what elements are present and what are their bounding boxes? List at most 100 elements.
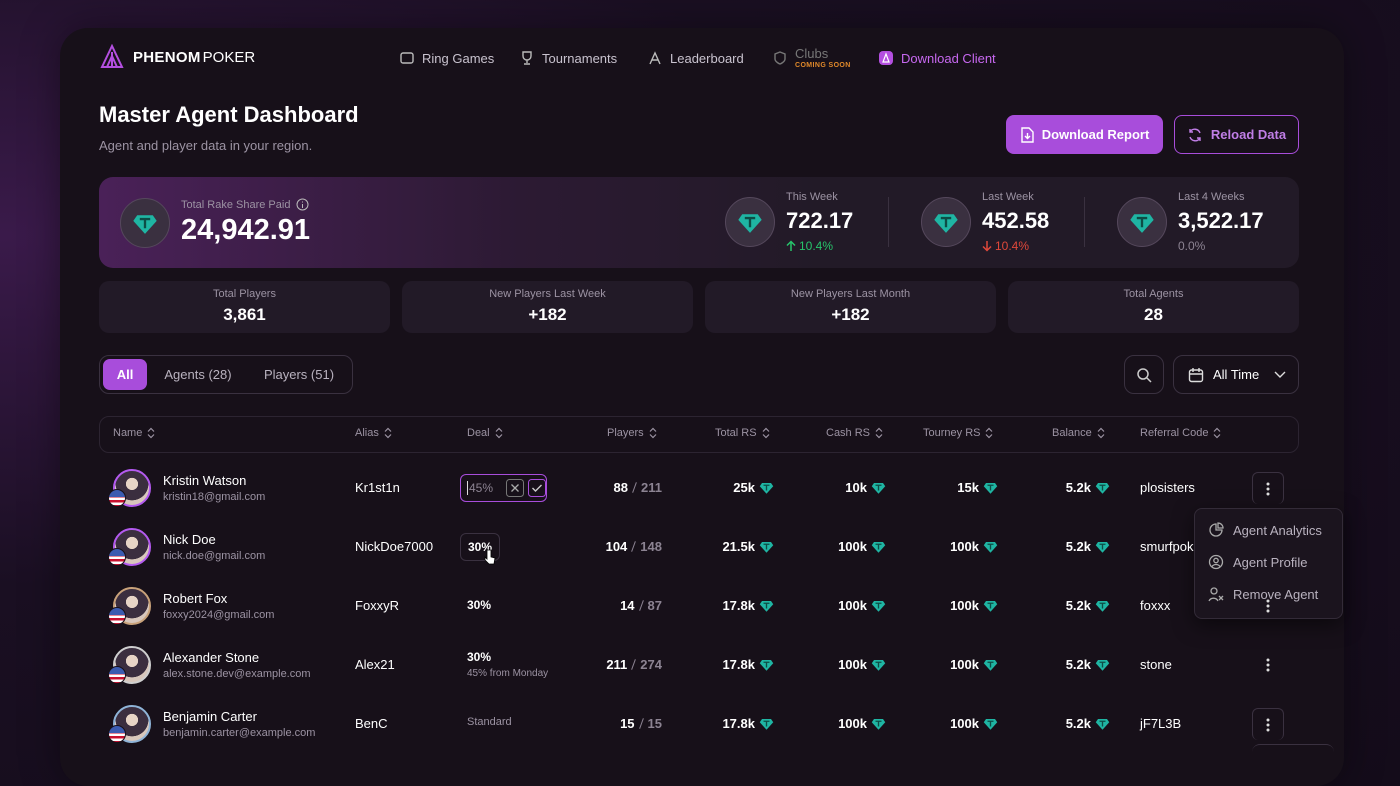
amount: 100k [838, 598, 867, 613]
agent-name: Alexander Stone [163, 650, 260, 665]
row-actions[interactable] [1252, 590, 1284, 622]
player-count: 211 [606, 657, 628, 672]
coin-icon [983, 719, 998, 730]
coin-icon [1095, 601, 1110, 612]
coin-icon [1095, 660, 1110, 671]
period-value: 722.17 [786, 208, 854, 233]
agent-email: benjamin.carter@example.com [163, 727, 316, 739]
rake-card [99, 177, 1299, 268]
deal[interactable]: 30% [460, 533, 501, 561]
row-actions[interactable] [1252, 708, 1284, 740]
flag [108, 548, 126, 566]
row-actions[interactable] [1252, 472, 1284, 504]
player-count: 14 [620, 598, 635, 613]
coin-icon [871, 660, 886, 671]
deal-note: 45% from Monday [467, 668, 549, 679]
menu-item[interactable]: Remove Agent [1208, 586, 1318, 602]
tab[interactable]: All [103, 359, 147, 390]
nav-icon [649, 51, 661, 65]
agent-name: Kristin Watson [163, 473, 247, 488]
players: 15 15 [560, 716, 662, 731]
tab[interactable]: Agents (28) [164, 367, 232, 382]
nav-item[interactable]: Leaderboard [647, 48, 744, 68]
column-header[interactable]: Name [113, 427, 155, 439]
brand-logo [100, 44, 124, 68]
column-header[interactable]: Deal [467, 427, 503, 439]
column-header[interactable]: Balance [1052, 427, 1105, 439]
coin-badge [120, 198, 170, 248]
column-header[interactable]: Referral Code [1140, 427, 1221, 439]
row-actions[interactable] [1252, 649, 1284, 681]
column-header[interactable]: Total RS [715, 427, 770, 439]
column-header[interactable]: Cash RS [826, 427, 883, 439]
info-icon[interactable] [296, 198, 309, 211]
rs-tourney-rs: 100k [888, 539, 998, 554]
deal-input[interactable]: 45% [467, 481, 502, 495]
amount: 5.2k [1065, 716, 1091, 731]
period-change-value: 10.4% [995, 239, 1030, 253]
player-count: 104 [605, 539, 628, 554]
reload-data-button[interactable]: Reload Data [1174, 115, 1299, 154]
column-label: Referral Code [1140, 427, 1209, 439]
column-label: Players [607, 427, 644, 439]
period-change: 10.4% [786, 239, 833, 253]
rs-cash-rs: 100k [776, 716, 886, 731]
tab[interactable]: Players (51) [263, 367, 335, 382]
period-value: 452.58 [982, 208, 1050, 233]
period-label: Last Week [982, 191, 1034, 203]
brand[interactable]: PHENOM POKER [99, 44, 255, 70]
button-label: Download Report [1041, 127, 1150, 142]
coin-icon [871, 719, 886, 730]
rs-total-rs: 21.5k [664, 539, 774, 554]
brand-light: POKER [202, 48, 256, 66]
period-label: Last 4 Weeks [1178, 191, 1245, 203]
column-header[interactable]: Tourney RS [923, 427, 993, 439]
nav-item[interactable]: Clubs COMING SOON [772, 46, 851, 69]
coin-badge [921, 197, 971, 247]
deal-edit[interactable]: 45% [460, 474, 547, 502]
amount: 15k [957, 480, 979, 495]
nav-item[interactable]: Tournaments [519, 48, 617, 68]
coin-icon [983, 660, 998, 671]
rs-cash-rs: 100k [776, 539, 886, 554]
rake-label: Total Rake Share Paid [181, 198, 309, 211]
flag [108, 666, 126, 684]
menu-item[interactable]: Agent Analytics [1208, 522, 1322, 538]
stat-card [99, 281, 390, 333]
players: 88 211 [560, 480, 662, 495]
nav-item[interactable]: Ring Games [399, 48, 494, 68]
avatar [113, 587, 151, 625]
column-header[interactable]: Alias [355, 427, 392, 439]
search-button[interactable] [1124, 355, 1164, 394]
amount: 100k [950, 657, 979, 672]
period-change: 10.4% [982, 239, 1029, 253]
agent-name: Nick Doe [163, 532, 216, 547]
player-total: 211 [641, 480, 662, 495]
column-header[interactable]: Players [607, 427, 657, 439]
download-report-button[interactable]: Download Report [1006, 115, 1163, 154]
menu-item[interactable]: Agent Profile [1208, 554, 1307, 570]
coin-badge [1117, 197, 1167, 247]
search-icon [1137, 367, 1152, 383]
stat-value: +182 [528, 305, 567, 324]
nav-icon [879, 51, 893, 65]
rs-cash-rs: 100k [776, 598, 886, 613]
coin-icon [871, 542, 886, 553]
separator [638, 600, 644, 611]
main-panel [60, 28, 1344, 786]
nav-item[interactable]: Download Client [878, 48, 996, 68]
amount: 100k [950, 716, 979, 731]
separator [631, 541, 637, 552]
coin-icon [871, 483, 886, 494]
agent-email: kristin18@gmail.com [163, 491, 266, 503]
amount: 17.8k [722, 657, 755, 672]
kebab-icon [1266, 599, 1270, 613]
separator [638, 718, 644, 729]
stat-label: Total Agents [1123, 288, 1184, 300]
deal: 30% [467, 598, 492, 612]
nav-label: Clubs [795, 46, 829, 61]
rs-tourney-rs: 15k [888, 480, 998, 495]
date-filter[interactable]: All Time [1173, 355, 1299, 394]
column-label: Alias [355, 427, 379, 439]
